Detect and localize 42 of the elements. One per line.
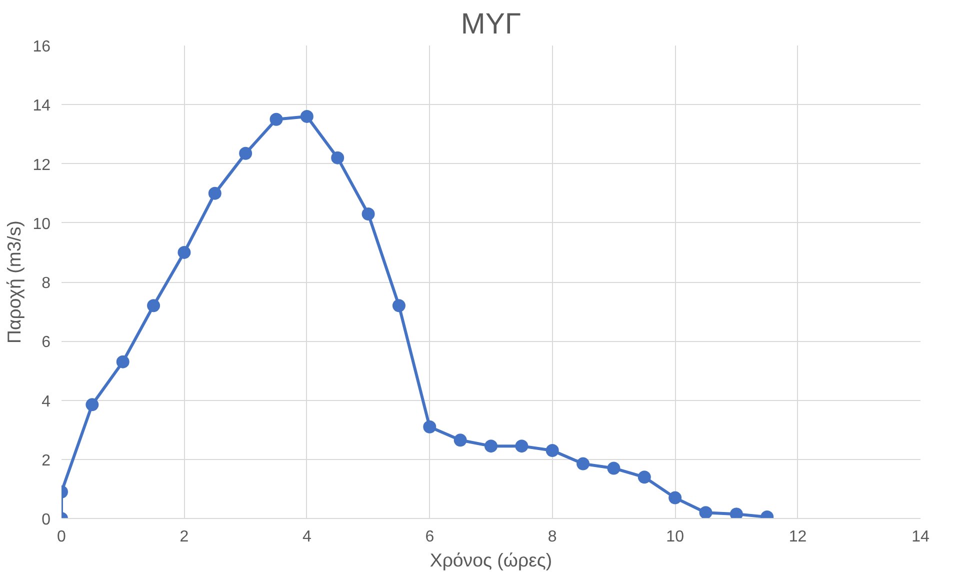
point xyxy=(270,112,283,126)
y-tick-label: 4 xyxy=(42,393,51,410)
x-tick-label: 10 xyxy=(666,528,684,546)
point xyxy=(392,299,406,312)
point xyxy=(208,186,222,200)
point xyxy=(300,110,314,123)
y-tick-label: 16 xyxy=(32,38,51,56)
x-tick-label: 8 xyxy=(548,528,557,546)
y-tick-label: 6 xyxy=(42,334,51,352)
point xyxy=(331,151,344,164)
point xyxy=(515,440,528,453)
x-tick-label: 2 xyxy=(180,528,189,546)
y-tick-label: 14 xyxy=(32,98,51,115)
point xyxy=(607,462,620,475)
x-axis-title: Χρόνος (ώρες) xyxy=(430,550,552,570)
point xyxy=(116,355,130,368)
chart-title: ΜΥΓ xyxy=(460,8,522,40)
y-tick-label: 2 xyxy=(42,452,51,470)
x-tick-label: 6 xyxy=(425,528,434,546)
point xyxy=(730,508,743,518)
x-tick-label: 12 xyxy=(788,528,807,546)
y-tick-label: 0 xyxy=(42,512,51,528)
point xyxy=(484,440,498,453)
point xyxy=(454,434,467,447)
point xyxy=(423,420,436,434)
y-tick-label: 10 xyxy=(32,216,51,233)
x-tick-label: 4 xyxy=(302,528,312,546)
point xyxy=(576,457,590,470)
point xyxy=(668,491,682,504)
y-axis-title: Παροχή (m3/s) xyxy=(4,220,25,344)
point xyxy=(638,470,651,484)
x-tick-label: 0 xyxy=(57,528,66,546)
y-tick-label: 8 xyxy=(42,275,51,292)
x-tick-label: 14 xyxy=(912,528,930,546)
y-tick-label: 12 xyxy=(32,156,51,174)
point xyxy=(699,506,712,518)
point xyxy=(546,444,559,457)
point xyxy=(147,299,160,312)
point xyxy=(239,146,252,160)
point xyxy=(86,398,99,412)
point xyxy=(362,208,375,220)
point xyxy=(178,246,191,259)
